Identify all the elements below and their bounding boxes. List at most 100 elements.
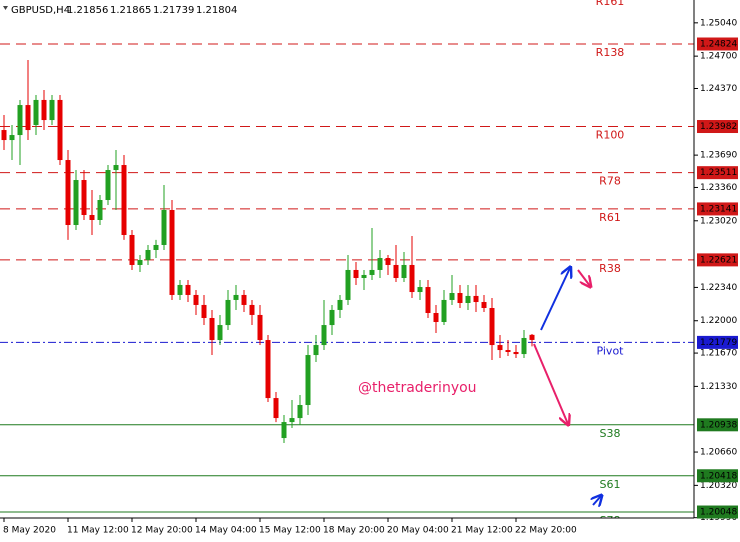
level-price-label: 1.23511: [700, 168, 737, 178]
candle-body: [497, 345, 503, 351]
candle-body: [49, 99, 55, 121]
x-tick-label: 22 May 20:00: [515, 526, 577, 536]
x-tick-label: 8 May 2020: [3, 526, 56, 536]
x-tick-label: 14 May 04:00: [195, 526, 257, 536]
header-icon: [3, 6, 8, 10]
candle-body: [353, 269, 359, 279]
candle-body: [305, 355, 311, 406]
candle-body: [177, 284, 183, 295]
candle-body: [33, 99, 39, 126]
x-tick-label: 11 May 12:00: [67, 526, 129, 536]
level-price-box: [697, 202, 738, 216]
arrows: [533, 268, 601, 505]
symbol: GBPUSD,H4: [11, 5, 70, 16]
candle-body: [313, 345, 319, 356]
candle-body: [193, 294, 199, 305]
level-price-label: 1.22621: [700, 255, 737, 265]
candle-body: [329, 309, 335, 326]
x-tick-label: 15 May 12:00: [259, 526, 321, 536]
y-tick-label: 1.22340: [700, 283, 737, 293]
level-price-label: 1.20938: [700, 420, 737, 430]
y-tick-label: 1.23690: [700, 151, 737, 161]
candle-body: [137, 259, 143, 265]
candle-body: [361, 274, 367, 279]
level-price-box: [697, 418, 738, 432]
level-price-label: 1.20418: [700, 471, 737, 481]
candle-body: [441, 299, 447, 323]
candle-body: [241, 294, 247, 305]
candle-body: [209, 317, 215, 341]
candle-body: [121, 165, 127, 235]
level-name: R78: [599, 175, 621, 188]
candle-body: [505, 350, 511, 352]
candle-body: [417, 287, 423, 293]
candle-body: [369, 269, 375, 275]
candle-body: [145, 249, 151, 260]
candle-body: [401, 264, 407, 279]
y-tick-label: 1.21670: [700, 349, 737, 359]
candle-body: [73, 180, 79, 225]
candle-body: [113, 165, 119, 171]
candle-body: [9, 135, 15, 141]
candle-body: [513, 351, 519, 355]
candle-body: [225, 299, 231, 326]
candle-body: [169, 210, 175, 295]
level-price-label: 1.24824: [700, 39, 737, 49]
candle-body: [473, 295, 479, 303]
candle-body: [65, 160, 71, 225]
levels: R161 R138 R100 R78 R61 R38 Pivot S38 S61 S78: [0, 0, 694, 527]
candle-body: [217, 325, 223, 341]
y-tick-label: 1.21330: [700, 382, 737, 392]
level-price-box: [697, 37, 738, 51]
x-tick-label: 12 May 20:00: [131, 526, 193, 536]
level-price-box: [697, 505, 738, 519]
y-tick-label: 1.23020: [700, 216, 737, 226]
level-price-label: 1.23982: [700, 122, 737, 132]
level-name: R138: [596, 46, 625, 59]
candle-body: [529, 334, 535, 340]
candle-body: [409, 264, 415, 293]
arrow-bounce-down: [577, 269, 590, 286]
candle-body: [433, 312, 439, 323]
y-tick-label: 1.22000: [700, 316, 737, 326]
arrow-up: [540, 268, 570, 331]
candle-body: [425, 287, 431, 313]
level-price-box: [697, 120, 738, 134]
arrow-down: [533, 343, 568, 424]
level-price-box: [697, 166, 738, 180]
candle-body: [489, 307, 495, 346]
open-value: 1.21856: [67, 5, 108, 16]
candle-body: [265, 340, 271, 399]
x-tick-label: 20 May 04:00: [387, 526, 449, 536]
candle-body: [449, 293, 455, 300]
candle-body: [289, 418, 295, 423]
arrow-bounce-up: [593, 496, 601, 505]
candle-body: [89, 215, 95, 220]
level-price-box: [697, 253, 738, 267]
candles: [1, 59, 535, 444]
candle-body: [281, 422, 287, 439]
candle-body: [185, 284, 191, 295]
level-name: R161: [596, 0, 625, 8]
candle-body: [521, 337, 527, 355]
level-price-label: 1.21779: [700, 338, 737, 348]
candle-body: [41, 99, 47, 121]
candle-body: [97, 200, 103, 220]
high-value: 1.21865: [110, 5, 151, 16]
level-name: S78: [600, 514, 621, 527]
candle-body: [161, 210, 167, 245]
level-name: Pivot: [596, 344, 624, 357]
candle-body: [481, 302, 487, 308]
candle-body: [201, 304, 207, 318]
y-tick-label: 1.25040: [700, 18, 737, 28]
candle-body: [257, 314, 263, 341]
candle-body: [321, 325, 327, 346]
y-tick-label: 1.24700: [700, 52, 737, 62]
candle-body: [129, 234, 135, 265]
candle-body: [337, 299, 343, 310]
candle-body: [393, 264, 399, 279]
y-tick-label: 1.20660: [700, 448, 737, 458]
level-price-label: 1.20048: [700, 508, 737, 518]
